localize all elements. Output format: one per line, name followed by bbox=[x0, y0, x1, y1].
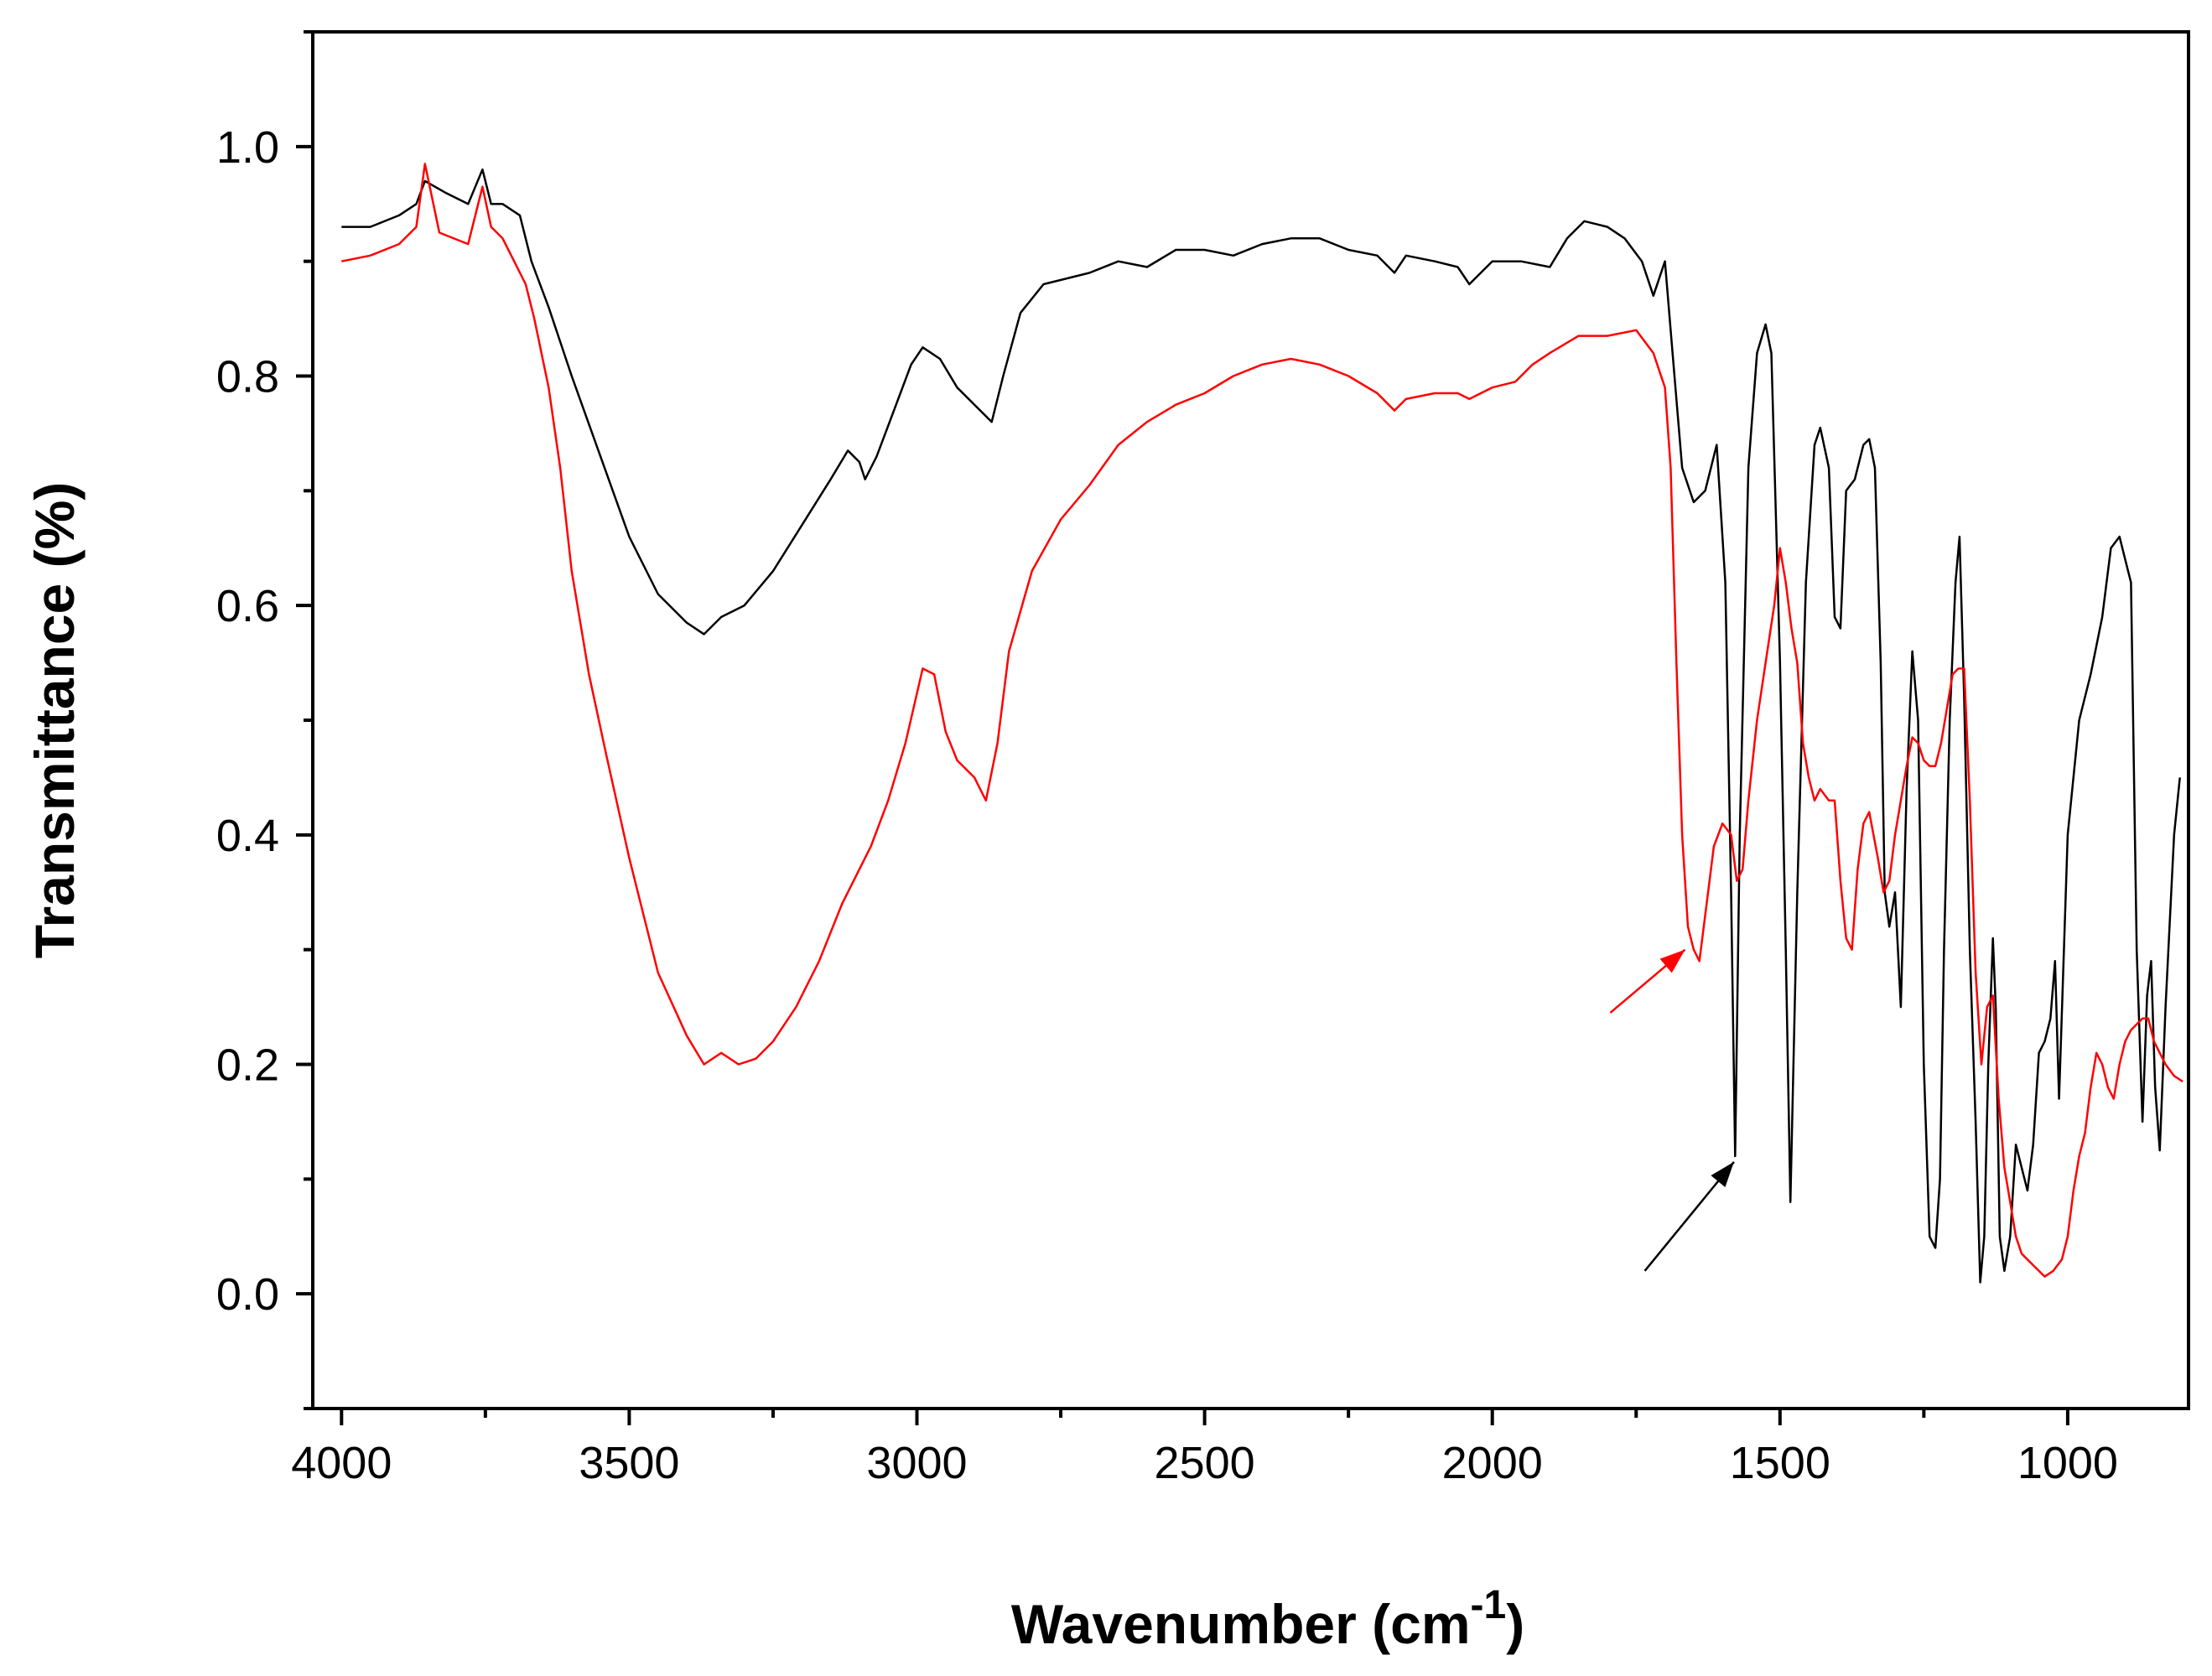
y-tick-label: 0.4 bbox=[216, 811, 279, 861]
x-tick-label: 2000 bbox=[1442, 1438, 1543, 1488]
annotation-arrowhead-2 bbox=[1711, 1161, 1734, 1187]
x-tick-label: 3500 bbox=[579, 1438, 679, 1488]
annotation-arrowhead-1 bbox=[1659, 949, 1685, 973]
x-tick-label: 4000 bbox=[291, 1438, 392, 1488]
x-axis-title: Wavenumber (cm-1) bbox=[1011, 1583, 1524, 1655]
y-tick-label: 0.2 bbox=[216, 1040, 279, 1091]
spectrum-line-1 bbox=[341, 168, 2181, 1284]
x-tick-label: 1500 bbox=[1730, 1438, 1830, 1488]
y-tick-label: 1.0 bbox=[216, 122, 279, 173]
plot-frame bbox=[311, 30, 2190, 1410]
x-axis-title-superscript: -1 bbox=[1471, 1583, 1507, 1627]
series-layer bbox=[341, 163, 2183, 1284]
y-tick-label: 0.6 bbox=[216, 581, 279, 631]
y-tick-label: 0.8 bbox=[216, 352, 279, 402]
x-axis-title-suffix: ) bbox=[1506, 1593, 1524, 1655]
y-axis-ticks: 0.0 0.2 0.4 0.6 0.8 1.0 bbox=[216, 30, 313, 1410]
annotation-layer bbox=[1609, 948, 1735, 1272]
x-axis-ticks: 4000 3500 3000 2500 2000 1500 1000 bbox=[291, 1409, 2118, 1488]
x-tick-label: 1000 bbox=[2017, 1438, 2118, 1488]
y-axis-title: Transmittance (%) bbox=[23, 482, 86, 958]
x-axis-title-main: Wavenumber (cm bbox=[1011, 1593, 1471, 1655]
x-tick-label: 3000 bbox=[866, 1438, 967, 1488]
x-tick-label: 2500 bbox=[1155, 1438, 1255, 1488]
spectrum-line-2 bbox=[341, 163, 2183, 1278]
y-tick-label: 0.0 bbox=[216, 1269, 279, 1320]
